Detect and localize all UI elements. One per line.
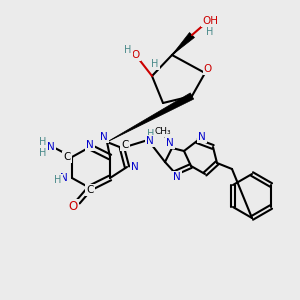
Text: N: N [166, 138, 174, 148]
Text: H: H [124, 45, 132, 55]
Text: H: H [54, 175, 62, 185]
Text: N: N [131, 162, 139, 172]
Polygon shape [172, 32, 194, 55]
Polygon shape [107, 93, 194, 142]
Text: OH: OH [202, 16, 218, 26]
Text: C: C [86, 185, 94, 195]
Text: H: H [151, 59, 159, 69]
Text: N: N [47, 142, 55, 152]
Text: CH₃: CH₃ [155, 128, 171, 136]
Text: N: N [146, 136, 154, 146]
Text: C: C [63, 152, 71, 162]
Text: C: C [121, 140, 129, 150]
Text: H: H [39, 148, 47, 158]
Text: N: N [173, 172, 181, 182]
Text: O: O [132, 50, 140, 60]
Text: N: N [60, 173, 68, 183]
Text: N: N [198, 132, 206, 142]
Text: O: O [68, 200, 78, 214]
Text: H: H [206, 27, 214, 37]
Text: H: H [39, 137, 47, 147]
Text: N: N [86, 140, 94, 150]
Text: H: H [147, 129, 155, 139]
Text: O: O [204, 64, 212, 74]
Text: N: N [100, 132, 108, 142]
